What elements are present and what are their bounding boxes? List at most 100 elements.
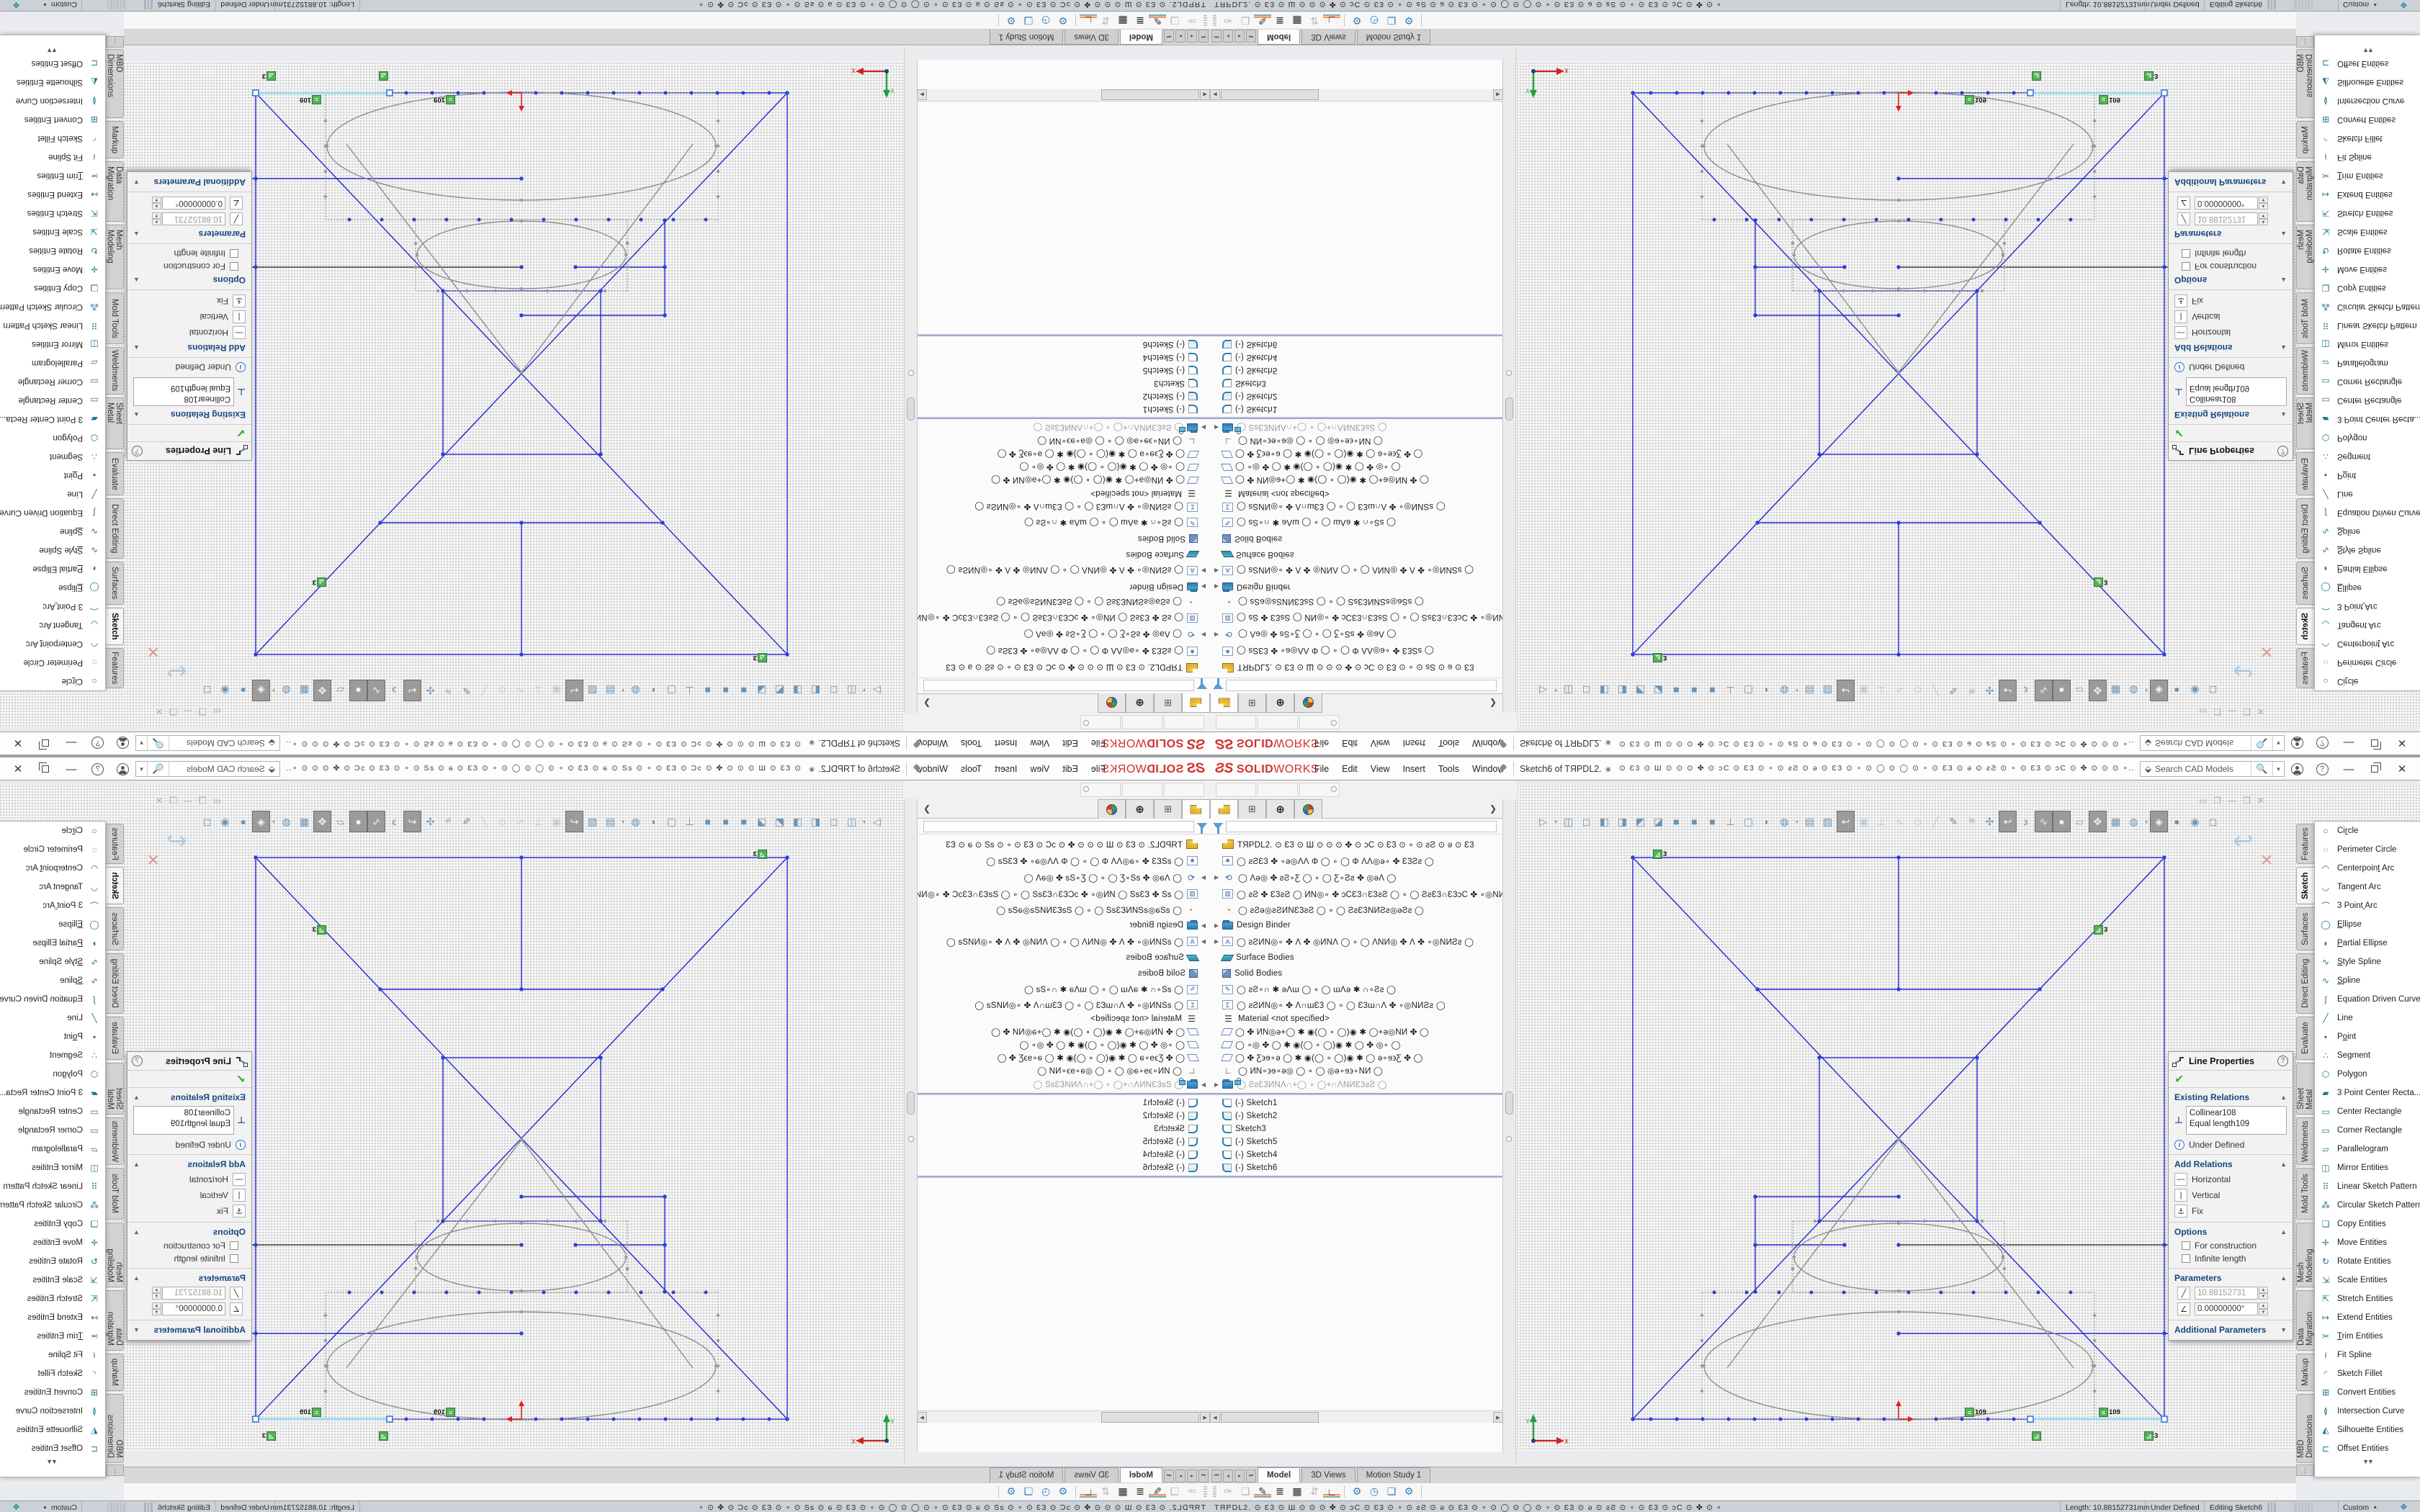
spinner[interactable]: ▲ ▼: [2259, 197, 2268, 210]
tree-root[interactable]: TЯPDL2. ⊙ Ɛ3 ⊙ Ш ⊙ ⊙ ⊙ ✤ ⊙ ɔϹ ⊙ Ɛ3 ⊙ ∘ ⊙…: [918, 836, 1210, 852]
collapse-icon[interactable]: ▲: [2280, 411, 2287, 418]
tab-3d-views[interactable]: 3D Views: [1065, 30, 1119, 45]
tree-row-sketch4[interactable]: (-) Sketch4: [918, 351, 1210, 364]
length-parameter-value[interactable]: 10.88152731: [2195, 212, 2258, 225]
tree-row-solid-bodies[interactable]: Solid Bodies: [1210, 531, 1502, 546]
option-for-construction[interactable]: For construction: [2169, 1239, 2293, 1252]
configurationmanager-tab[interactable]: ⊕: [1126, 693, 1154, 713]
search-icon[interactable]: 🔍: [148, 736, 169, 750]
tree-row-garbled[interactable]: ▥ ◯ ƨƧ ✤ Ɛ3ƨƧ ◯ ИN◎∘ ✤ ɔϹƐ3∩Ɛ3ƨƧ ◯ ∘ ◯ Ƨƨ…: [1210, 886, 1502, 902]
tree-row-garbled[interactable]: ★ ◯ ƨƧƐ3 ✤ ∘ǝ◎ΛɅ Φ ◯ ∘ ◯ Φ ɅΛ◎ǝ∘ ✤ Ɛ3Ƨƨ ◯: [918, 852, 1210, 869]
featuremanager-tab[interactable]: [1182, 799, 1210, 819]
restore-button[interactable]: [37, 762, 53, 776]
scroll-down-icon[interactable]: ▼▼: [2362, 47, 2372, 54]
toolbar-icon[interactable]: ⇵: [1310, 1485, 1319, 1497]
menu-view[interactable]: View: [1030, 738, 1050, 749]
tab-data-migration[interactable]: Data Migration: [105, 1290, 124, 1351]
filter-input[interactable]: [1226, 680, 1497, 692]
menu-item-silhouette-entities[interactable]: ◭ Silhouette Entities: [2315, 1421, 2420, 1439]
collapse-icon[interactable]: ▲: [133, 1274, 140, 1282]
help-icon[interactable]: ?: [2314, 736, 2330, 750]
search-dropdown-icon[interactable]: ▼: [136, 762, 148, 776]
scroll-right-icon[interactable]: ▶: [1493, 1412, 1503, 1423]
menu-item-offset-entities[interactable]: ⊏ Offset Entities: [2315, 54, 2420, 73]
minimize-button[interactable]: —: [2343, 762, 2354, 775]
checkbox[interactable]: [2182, 262, 2190, 271]
option-for-construction[interactable]: For construction: [127, 260, 251, 273]
menu-insert[interactable]: Insert: [1402, 738, 1425, 749]
menu-item-tangent-arc[interactable]: ◡ Tangent Arc: [0, 878, 105, 896]
menu-item-center-rectangle[interactable]: ▭ Center Rectangle: [2315, 391, 2420, 410]
menu-item-fit-spline[interactable]: ≀ Fit Spline: [2315, 148, 2420, 166]
tree-row-material[interactable]: ☰ Material <not specified>: [918, 1012, 1210, 1025]
unit-system-dropdown[interactable]: Custom ▲: [37, 0, 82, 11]
view-tool-icon[interactable]: ϶: [2023, 816, 2028, 827]
menu-item-convert-entities[interactable]: ⊞ Convert Entities: [0, 110, 105, 129]
expander-icon[interactable]: ▶: [1214, 583, 1219, 590]
search-dropdown-icon[interactable]: ▼: [2272, 762, 2284, 776]
menu-item-3-point-center-recta-[interactable]: ▰ 3 Point Center Recta...: [0, 1084, 105, 1102]
spin-up-icon[interactable]: ▲: [2259, 1302, 2268, 1309]
spin-down-icon[interactable]: ▼: [152, 197, 161, 203]
tab-direct-editing[interactable]: Direct Editing: [105, 953, 124, 1014]
configurationmanager-tab[interactable]: ⊕: [1126, 799, 1154, 819]
menu-item-stretch-entities[interactable]: ⇱ Stretch Entities: [0, 1290, 105, 1308]
tree-row-material[interactable]: ☰ Material <not specified>: [918, 487, 1210, 500]
menu-insert[interactable]: Insert: [1402, 763, 1425, 774]
tab-nav-icon[interactable]: ⏭: [1164, 30, 1174, 42]
search-box[interactable]: ⬙ Search CAD Models 🔍 ▼: [135, 735, 280, 751]
option-infinite-length[interactable]: Infinite length: [127, 1252, 251, 1265]
search-dropdown-icon[interactable]: ▼: [136, 736, 148, 750]
toolbar-icon[interactable]: ✎: [1149, 1485, 1166, 1498]
scrollbar-thumb[interactable]: [907, 1092, 915, 1115]
toolbar-icon[interactable]: ∟: [1080, 1485, 1097, 1498]
menu-edit[interactable]: Edit: [1342, 763, 1358, 774]
tab-evaluate[interactable]: Evaluate: [105, 1017, 124, 1060]
panel-splitter[interactable]: [904, 48, 917, 713]
pin-icon[interactable]: [1500, 764, 1508, 773]
configurationmanager-tab[interactable]: ⊕: [1266, 693, 1294, 713]
tree-row-annotations[interactable]: ▶ A ◯ ƨƧИN◎∘ ✤ Ʌ ✤ ◎ИNɅ ◯ ∘ ◯ ɅNИ◎ ✤ Ʌ ✤ ∘…: [1210, 562, 1502, 579]
splitter-handle-icon[interactable]: [1506, 1136, 1512, 1142]
view-tool-icon[interactable]: ▤: [1804, 815, 1815, 827]
checkbox[interactable]: [230, 262, 238, 271]
menu-item-perimeter-circle[interactable]: ◌ Perimeter Circle: [2315, 653, 2420, 672]
featuremanager-tab[interactable]: [1182, 693, 1210, 713]
search-box[interactable]: ⬙ Search CAD Models 🔍 ▼: [2140, 761, 2285, 777]
tree-row-annotations[interactable]: ▶ A ◯ ƨƧИN◎∘ ✤ Ʌ ✤ ◎ИNɅ ◯ ∘ ◯ ɅNИ◎ ✤ Ʌ ✤ ∘…: [918, 933, 1210, 950]
scroll-down-icon[interactable]: ▼▼: [48, 1458, 58, 1465]
length-parameter[interactable]: ╱ 10.88152731 ▲ ▼: [127, 211, 248, 227]
propertymanager-tab[interactable]: ⊞: [1238, 799, 1266, 819]
relation-badge[interactable]: ⊿: [2032, 1431, 2041, 1441]
length-parameter-value[interactable]: 10.88152731: [162, 1287, 225, 1300]
menu-item-extend-entities[interactable]: ↦ Extend Entities: [2315, 185, 2420, 204]
tree-row-plane[interactable]: ◯ ✤ Ƹ϶ɘ∘ǝ ◯ ✱ ◉(◯ ∘ ◯)◉ ✱ ◯ ǝ∘ɘ϶Ƹ ✤ ◯: [1210, 1051, 1502, 1064]
tree-horizontal-scrollbar[interactable]: ◀ ▶: [917, 1410, 1210, 1423]
menu-item-move-entities[interactable]: ✛ Move Entities: [0, 1233, 105, 1252]
tree-row-surface-bodies[interactable]: Surface Bodies: [1210, 546, 1502, 562]
menu-item-rotate-entities[interactable]: ↻ Rotate Entities: [0, 241, 105, 260]
view-tool-icon[interactable]: ▨: [1822, 815, 1833, 827]
tree-row-design-binder[interactable]: ▶ Design Binder: [918, 917, 1210, 933]
relation-badge[interactable]: ⊿ 3: [2144, 1431, 2158, 1441]
tab-data-migration[interactable]: Data Migration: [105, 161, 124, 222]
tab-3d-views[interactable]: 3D Views: [1301, 1467, 1355, 1482]
menu-item-trim-entities[interactable]: ✂ Trim Entities: [0, 1327, 105, 1346]
menu-item-offset-entities[interactable]: ⊏ Offset Entities: [0, 1439, 105, 1458]
tree-row-sketch2[interactable]: (-) Sketch2: [918, 390, 1210, 402]
expander-icon[interactable]: ▶: [1201, 922, 1206, 929]
propertymanager-tab[interactable]: ⊞: [1238, 693, 1266, 713]
menu-item-style-spline[interactable]: ∿ Style Spline: [0, 541, 105, 559]
spin-up-icon[interactable]: ▲: [152, 1302, 161, 1309]
toolbar-icon[interactable]: ⚙: [1352, 1485, 1362, 1497]
view-tool-icon[interactable]: ╱: [1932, 815, 1939, 827]
menu-item-line[interactable]: ╱ Line: [0, 1009, 105, 1027]
tree-row-sketch6[interactable]: (-) Sketch6: [1210, 1161, 1502, 1174]
length-parameter[interactable]: ╱ 10.88152731 ▲ ▼: [127, 1285, 248, 1301]
menu-item-silhouette-entities[interactable]: ◭ Silhouette Entities: [2315, 73, 2420, 91]
menu-item-center-rectangle[interactable]: ▭ Center Rectangle: [0, 391, 105, 410]
menu-tools[interactable]: Tools: [960, 738, 982, 749]
tab-evaluate[interactable]: Evaluate: [105, 452, 124, 495]
filter-icon[interactable]: [1213, 683, 1223, 689]
tab-model[interactable]: Model: [1119, 30, 1162, 45]
